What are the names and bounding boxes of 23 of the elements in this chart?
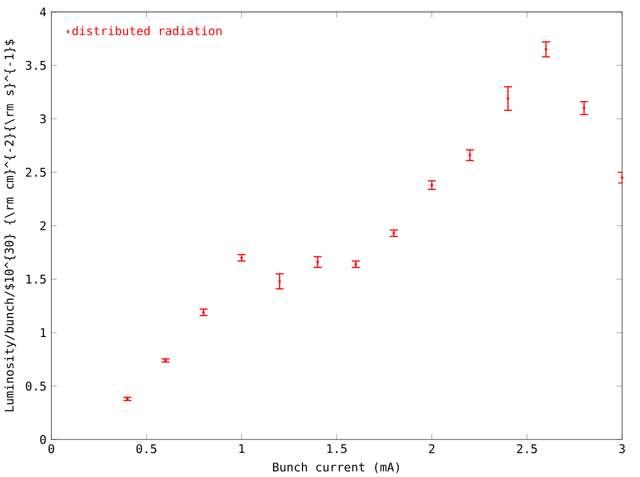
y-tick-label: 3.5	[26, 60, 46, 70]
y-tick-label: 2	[40, 221, 46, 230]
x-tick-label: 1	[239, 444, 244, 453]
y-tick-label: 3	[40, 114, 46, 124]
x-tick-label: 0	[48, 444, 54, 454]
point	[468, 153, 472, 157]
x-tick-label: 2.5	[517, 444, 537, 454]
y-axis-title: Luminosity/bunch/$10^{30} {\rm cm}^{-2}{\rm s}^{-1}$	[4, 39, 16, 412]
x-tick-label: 2	[429, 444, 434, 453]
legend-label: distributed radiation	[72, 26, 222, 36]
y-tick-label: 0.5	[26, 381, 46, 390]
y-tick-label: 2.5	[26, 168, 46, 177]
x-tick-label: 0.5	[136, 444, 156, 454]
x-tick-label: 1.5	[327, 444, 347, 453]
point	[316, 260, 320, 264]
y-tick-label: 1.5	[26, 274, 46, 284]
y-tick-label: 0	[40, 434, 46, 444]
x-tick-label: 3	[619, 444, 625, 454]
y-tick-label: 4	[40, 7, 46, 16]
x-axis-title: Bunch current (mA)	[273, 462, 399, 473]
point	[430, 183, 434, 187]
point	[620, 176, 624, 180]
y-tick-label: 1	[40, 328, 46, 337]
